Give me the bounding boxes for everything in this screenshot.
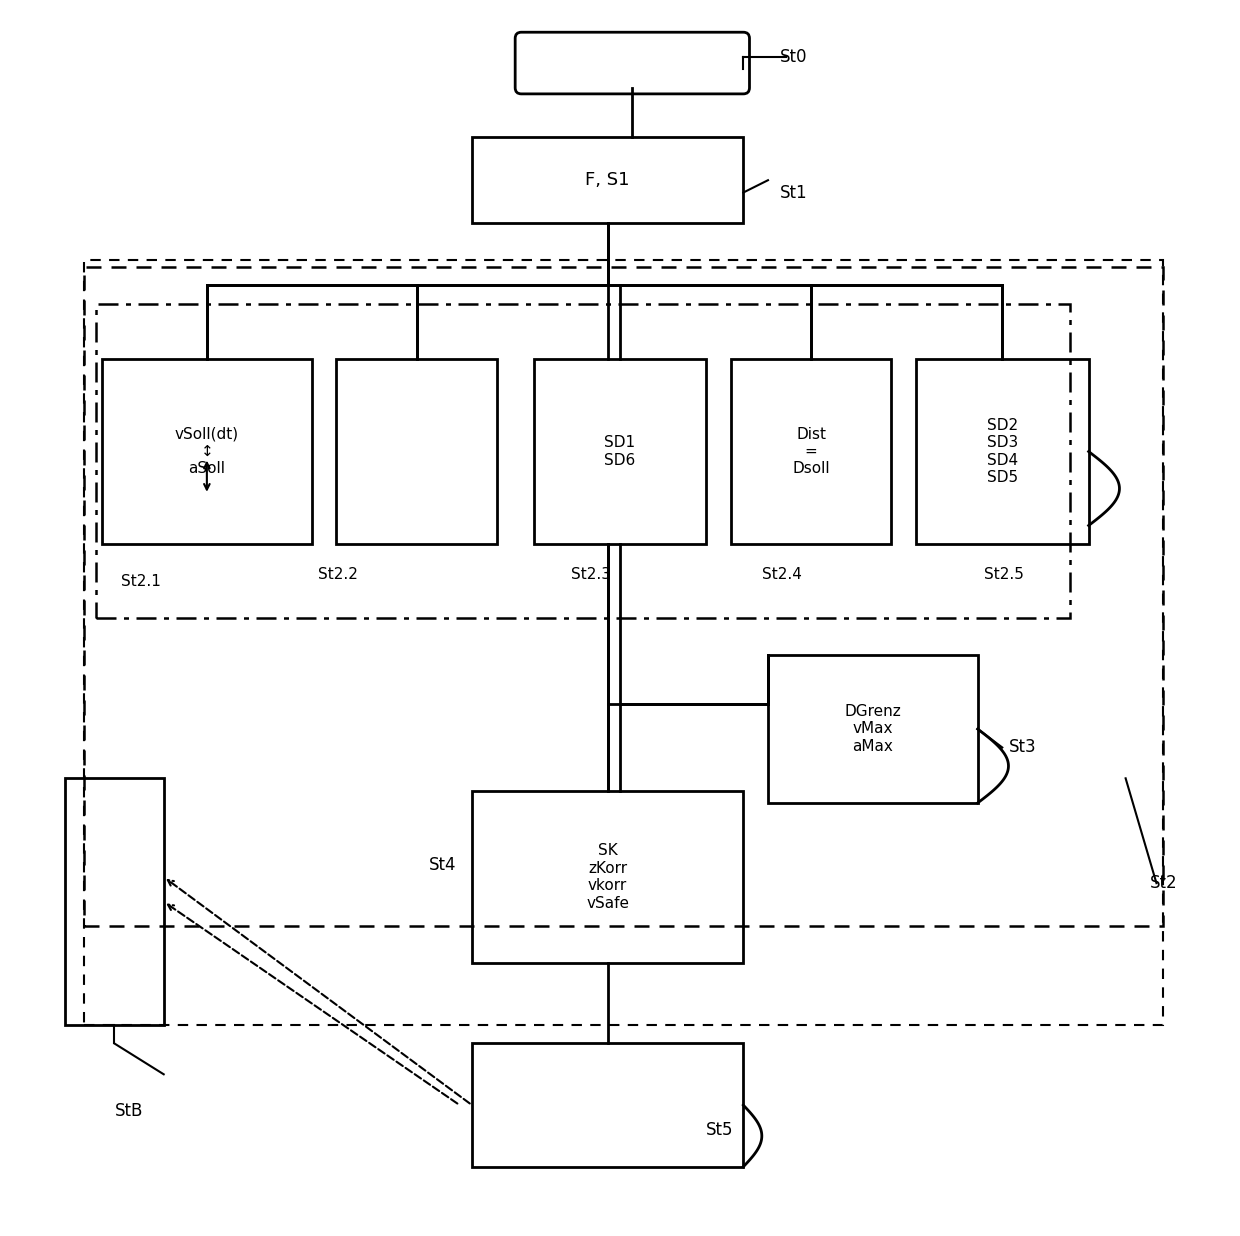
Text: St2.4: St2.4 [761, 567, 802, 582]
Text: St2: St2 [1151, 874, 1178, 892]
Text: St2.1: St2.1 [120, 574, 160, 588]
Text: vSoll(dt)
↕
aSoll: vSoll(dt) ↕ aSoll [175, 426, 239, 476]
Text: St5: St5 [707, 1121, 734, 1138]
Text: St4: St4 [429, 855, 456, 874]
Text: DGrenz
vMax
aMax: DGrenz vMax aMax [844, 705, 901, 754]
FancyBboxPatch shape [916, 358, 1089, 544]
Text: St3: St3 [1008, 738, 1037, 756]
Text: St2.3: St2.3 [570, 567, 610, 582]
Text: St1: St1 [780, 183, 808, 201]
FancyBboxPatch shape [336, 358, 497, 544]
FancyBboxPatch shape [768, 655, 977, 803]
FancyBboxPatch shape [102, 358, 311, 544]
FancyBboxPatch shape [64, 779, 164, 1025]
Text: SK
zKorr
vkorr
vSafe: SK zKorr vkorr vSafe [587, 843, 629, 911]
FancyBboxPatch shape [732, 358, 892, 544]
FancyBboxPatch shape [472, 137, 743, 224]
Text: SD1
SD6: SD1 SD6 [604, 435, 636, 467]
Text: St2.5: St2.5 [983, 567, 1024, 582]
Text: St2.2: St2.2 [317, 567, 357, 582]
Text: St0: St0 [780, 48, 807, 66]
FancyBboxPatch shape [472, 791, 743, 963]
FancyBboxPatch shape [472, 1043, 743, 1167]
FancyBboxPatch shape [533, 358, 707, 544]
Text: F, S1: F, S1 [585, 172, 630, 189]
Text: SD2
SD3
SD4
SD5: SD2 SD3 SD4 SD5 [987, 418, 1018, 485]
FancyBboxPatch shape [515, 32, 749, 94]
Text: Dist
=
Dsoll: Dist = Dsoll [792, 426, 830, 476]
Text: StB: StB [114, 1103, 143, 1120]
